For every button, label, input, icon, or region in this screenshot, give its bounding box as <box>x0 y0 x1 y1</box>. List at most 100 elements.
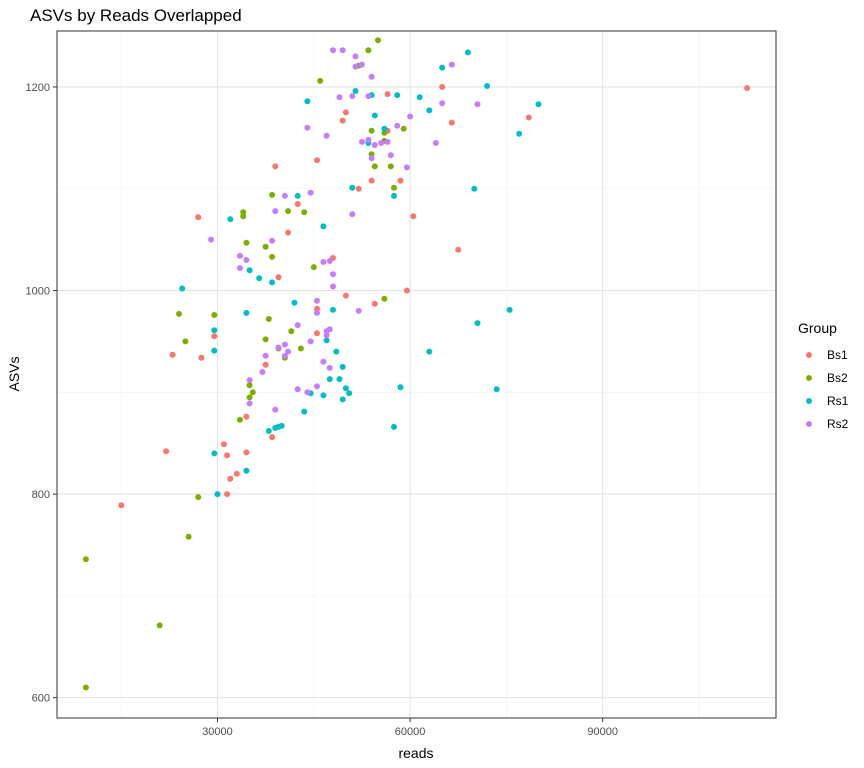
data-point <box>384 91 391 98</box>
data-point <box>320 392 327 399</box>
x-tick-label: 90000 <box>587 726 618 738</box>
data-point <box>394 92 401 99</box>
data-point <box>285 229 292 236</box>
plot-panel-border <box>56 30 777 719</box>
data-point <box>342 385 349 392</box>
data-point <box>246 394 253 401</box>
data-point <box>262 361 269 368</box>
data-point <box>297 345 304 352</box>
data-point <box>237 265 243 272</box>
major-gridlines <box>57 31 776 718</box>
data-point <box>381 295 388 302</box>
data-point <box>179 285 186 292</box>
data-point <box>176 310 182 317</box>
data-point <box>407 113 414 120</box>
data-point <box>339 117 346 124</box>
data-point <box>339 47 346 54</box>
data-point <box>336 376 343 383</box>
data-point <box>371 300 378 307</box>
data-point <box>371 163 378 170</box>
data-point <box>285 208 292 215</box>
data-point <box>320 358 327 365</box>
legend-label-rs1: Rs1 <box>827 394 849 408</box>
y-tick-label: 800 <box>32 489 50 501</box>
data-point <box>352 88 359 94</box>
data-point <box>439 84 446 90</box>
data-point <box>326 258 333 264</box>
data-points <box>82 37 751 691</box>
data-point <box>346 390 353 397</box>
data-point <box>288 328 295 335</box>
data-point <box>378 140 385 146</box>
data-point <box>349 93 356 100</box>
data-point <box>493 386 500 393</box>
data-point <box>320 259 327 265</box>
data-point <box>246 267 253 274</box>
data-point <box>185 533 192 540</box>
data-point <box>211 312 218 318</box>
y-axis-title: ASVs <box>6 356 22 391</box>
data-point <box>342 292 349 299</box>
data-point <box>269 279 276 286</box>
data-point <box>484 83 491 89</box>
data-point <box>365 47 372 54</box>
y-tick-label: 600 <box>32 693 50 705</box>
data-point <box>269 253 276 260</box>
data-point <box>365 136 372 143</box>
data-point <box>275 344 282 351</box>
data-point <box>272 424 279 431</box>
data-point <box>535 101 542 108</box>
data-point <box>381 125 388 132</box>
data-point <box>211 327 218 334</box>
data-point <box>307 189 314 196</box>
data-point <box>375 37 381 44</box>
data-point <box>314 309 320 316</box>
series-rs1 <box>179 49 542 498</box>
data-point <box>294 322 301 329</box>
data-point <box>243 309 250 316</box>
data-point <box>262 243 269 250</box>
data-point <box>358 61 365 68</box>
data-point <box>333 348 340 355</box>
data-point <box>368 155 375 162</box>
data-point <box>516 130 523 137</box>
data-point <box>330 271 336 278</box>
data-point <box>323 337 330 344</box>
data-point <box>237 252 243 259</box>
legend-label-bs1: Bs1 <box>827 348 848 362</box>
data-point <box>249 389 256 396</box>
data-point <box>233 470 240 477</box>
data-point <box>352 63 359 70</box>
data-point <box>314 297 320 304</box>
data-point <box>400 125 407 132</box>
series-bs1 <box>118 84 751 509</box>
data-point <box>349 184 356 191</box>
data-point <box>403 164 410 171</box>
data-point <box>281 341 288 348</box>
data-point <box>410 213 417 220</box>
data-point <box>336 94 343 101</box>
data-point <box>118 502 125 509</box>
data-point <box>243 413 250 420</box>
data-point <box>169 351 176 358</box>
data-point <box>208 236 215 243</box>
legend-key-bs1 <box>806 352 812 358</box>
data-point <box>365 93 372 100</box>
data-point <box>237 416 243 423</box>
data-point <box>246 377 253 384</box>
data-point <box>384 138 391 145</box>
data-point <box>301 408 308 415</box>
data-point <box>227 216 234 223</box>
data-point <box>426 348 433 355</box>
data-point <box>326 376 333 383</box>
data-point <box>224 452 231 459</box>
data-point <box>326 364 333 371</box>
data-point <box>339 396 346 403</box>
data-point <box>269 191 276 198</box>
data-point <box>198 354 205 361</box>
data-point <box>391 184 397 191</box>
data-point <box>214 491 221 498</box>
data-point <box>368 73 375 80</box>
data-point <box>474 101 481 108</box>
